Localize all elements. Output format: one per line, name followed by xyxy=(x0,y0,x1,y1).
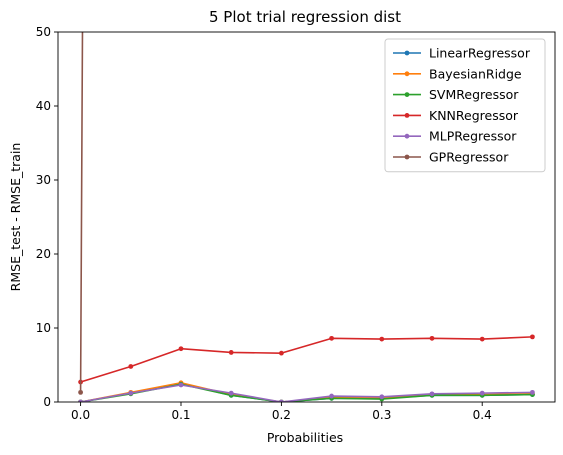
series-line-mlpregressor xyxy=(80,384,533,402)
x-axis-label: Probabilities xyxy=(267,430,343,445)
x-tick-label: 0.4 xyxy=(473,408,492,422)
data-point-knnregressor xyxy=(329,335,334,341)
data-point-mlpregressor xyxy=(128,390,134,396)
legend-marker-svmregressor xyxy=(404,92,410,97)
legend-marker-bayesianridge xyxy=(404,71,410,77)
y-tick-label: 30 xyxy=(36,173,51,187)
x-tick-label: 0.2 xyxy=(272,408,291,422)
legend-box xyxy=(384,38,546,173)
data-point-mlpregressor xyxy=(530,389,535,395)
legend-marker-knnregressor xyxy=(404,113,410,118)
plot-area: 0.0 0.1 0.2 0.3 0.4 0 10 20 30 40 50 LinearRegresso… xyxy=(36,25,556,422)
legend-label-mlpregressor: MLPRegressor xyxy=(429,129,517,144)
y-axis-label: RMSE_test - RMSE_train xyxy=(8,143,23,292)
data-point-mlpregressor xyxy=(379,394,385,400)
data-point-mlpregressor xyxy=(429,391,435,397)
series-line-knnregressor xyxy=(80,336,533,383)
data-point-knnregressor xyxy=(228,350,234,355)
data-point-mlpregressor xyxy=(78,399,83,402)
legend-label-gpregressor: GPRegressor xyxy=(429,150,509,165)
legend-label-svmregressor: SVMRegressor xyxy=(429,87,519,102)
data-point-mlpregressor xyxy=(279,399,284,402)
data-point-mlpregressor xyxy=(178,382,184,388)
y-tick-label: 50 xyxy=(36,25,51,39)
data-point-knnregressor xyxy=(279,350,284,356)
chart-title: 5 Plot trial regression dist xyxy=(209,8,401,26)
y-tick-label: 0 xyxy=(43,395,51,409)
x-tick-label: 0.3 xyxy=(372,408,391,422)
data-point-knnregressor xyxy=(479,336,485,342)
data-point-knnregressor xyxy=(530,334,535,340)
data-point-mlpregressor xyxy=(479,390,485,396)
legend-label-knnregressor: KNNRegressor xyxy=(429,108,519,123)
series-group xyxy=(78,32,535,402)
y-tick-label: 10 xyxy=(36,321,51,335)
data-point-mlpregressor xyxy=(228,390,234,396)
legend-marker-linearregressor xyxy=(404,50,410,56)
data-point-knnregressor xyxy=(178,346,184,352)
x-tick-label: 0.1 xyxy=(171,408,190,422)
plot-frame xyxy=(57,31,556,403)
data-point-knnregressor xyxy=(429,335,435,341)
y-tick-label: 40 xyxy=(36,99,51,113)
legend: LinearRegressor BayesianRidge SVMRegressor… xyxy=(384,38,546,173)
legend-label-linearregressor: LinearRegressor xyxy=(429,46,531,61)
legend-marker-mlpregressor xyxy=(404,133,410,139)
data-point-knnregressor xyxy=(379,336,385,342)
data-point-knnregressor xyxy=(128,364,134,369)
data-point-mlpregressor xyxy=(329,393,334,399)
x-tick-label: 0.0 xyxy=(71,408,90,422)
legend-marker-gpregressor xyxy=(404,154,410,160)
data-point-gpregressor xyxy=(78,389,83,395)
legend-label-bayesianridge: BayesianRidge xyxy=(429,66,522,81)
y-tick-label: 20 xyxy=(36,247,51,261)
